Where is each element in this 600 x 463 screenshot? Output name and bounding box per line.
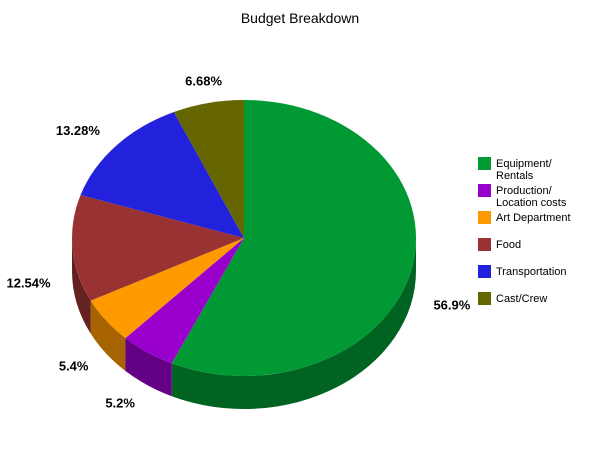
legend-label-0-line-1: Rentals — [496, 170, 534, 182]
legend-label-5: Cast/Crew — [496, 293, 547, 305]
legend-swatch-5 — [478, 292, 491, 305]
legend-label-0-line-0: Equipment/ — [496, 158, 553, 170]
legend-label-2: Art Department — [496, 212, 571, 224]
data-label-4: 13.28% — [56, 123, 101, 138]
pie-slice-side-3 — [72, 238, 91, 334]
pie-top — [71, 100, 417, 376]
data-label-5: 6.68% — [185, 74, 222, 89]
pie-slice-side-1 — [125, 338, 172, 397]
data-label-3: 12.54% — [6, 275, 51, 290]
legend-swatch-2 — [478, 211, 491, 224]
data-label-1: 5.2% — [105, 395, 135, 410]
chart-title: Budget Breakdown — [241, 10, 359, 26]
legend-label-1-line-1: Location costs — [496, 197, 567, 209]
data-label-2: 5.4% — [59, 359, 89, 374]
legend-swatch-3 — [478, 238, 491, 251]
pie-labels: 56.9% 5.2% 5.4% 12.54% 13.28% 6.68% — [6, 74, 470, 411]
pie-depth — [72, 238, 416, 409]
legend-swatch-1 — [478, 184, 491, 197]
legend-label-4: Transportation — [496, 266, 567, 278]
legend: Equipment/Rentals Production/Location cos… — [478, 157, 571, 305]
pie-slice-1 — [125, 238, 244, 364]
pie-slice-side-2 — [90, 300, 126, 372]
data-label-0: 56.9% — [433, 297, 470, 312]
pie-slice-4 — [80, 111, 245, 238]
legend-label-3: Food — [496, 239, 521, 251]
pie-slice-2 — [90, 238, 244, 339]
legend-swatch-4 — [478, 265, 491, 278]
pie-slice-3 — [71, 195, 244, 301]
pie-slice-0 — [171, 100, 417, 376]
legend-label-1-line-0: Production/ — [496, 185, 553, 197]
pie-slice-5 — [173, 100, 244, 238]
legend-swatch-0 — [478, 157, 491, 170]
pie-slice-side-0 — [171, 238, 416, 409]
